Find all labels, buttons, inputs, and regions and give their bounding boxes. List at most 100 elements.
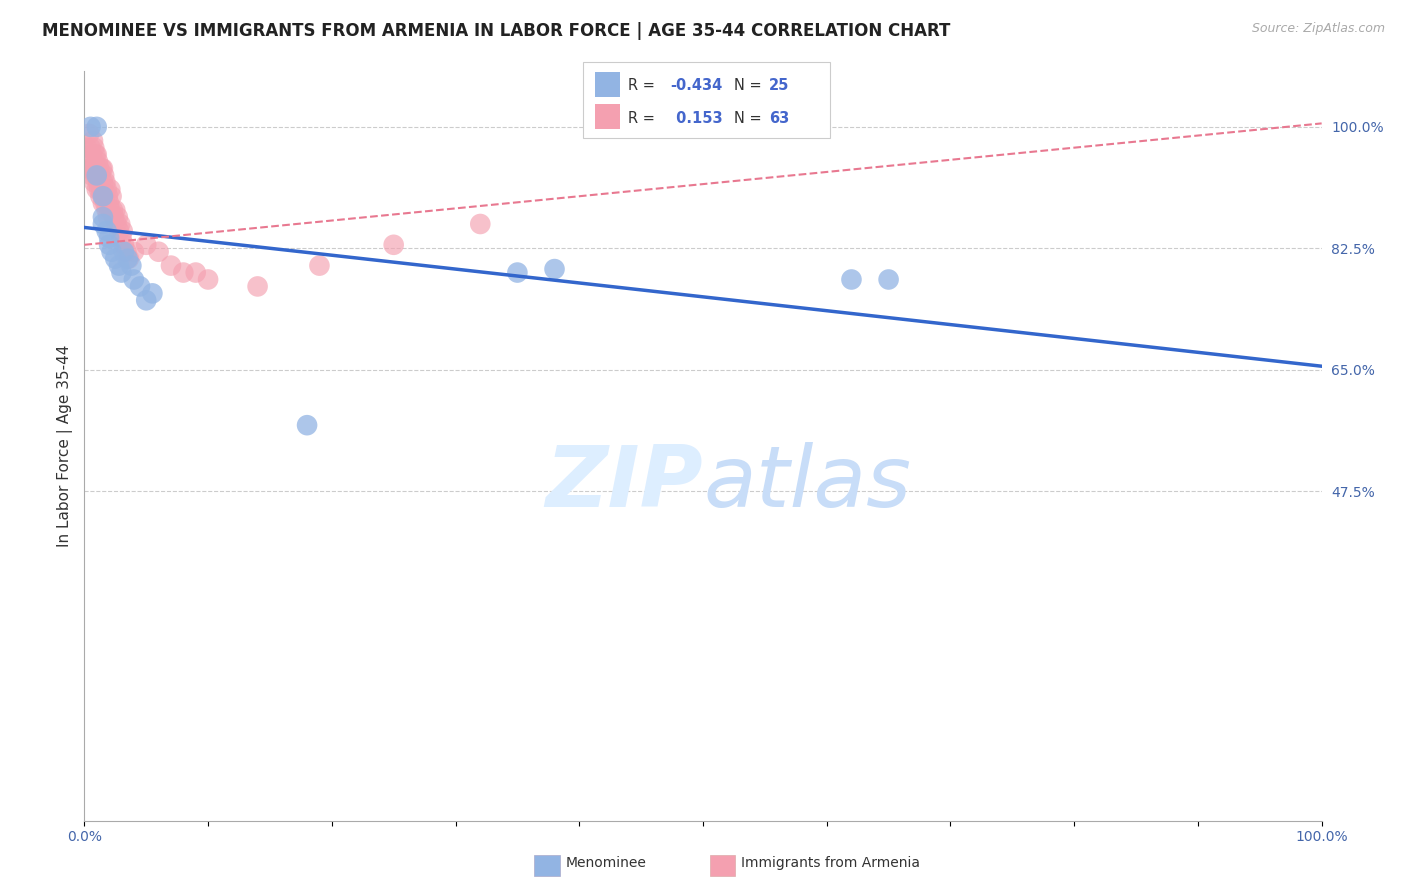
Point [98,231,121,245]
Point [80,147,103,161]
Point [470,217,492,231]
Point [84,147,107,161]
Point [100,189,122,203]
Point [87,175,110,189]
Point [96,203,118,218]
Text: ZIP: ZIP [546,442,703,525]
Point [141,286,163,301]
Point [543,262,565,277]
Point [86,182,108,196]
Text: N =: N = [734,78,766,94]
Point [94,196,117,211]
Point [160,259,183,273]
Text: Source: ZipAtlas.com: Source: ZipAtlas.com [1251,22,1385,36]
Point [506,266,529,280]
Point [172,266,194,280]
Point [122,244,145,259]
Point [91,189,114,203]
Point [80,169,103,183]
Point [89,182,111,196]
Point [148,244,170,259]
Point [98,196,121,211]
Point [82,134,104,148]
Point [96,224,118,238]
Point [105,217,128,231]
Point [197,272,219,286]
Point [90,161,112,176]
Point [110,217,132,231]
Point [97,189,120,203]
Point [91,210,114,224]
Point [104,252,127,266]
Point [103,210,125,224]
Point [112,237,135,252]
Point [841,272,863,286]
Point [382,237,405,252]
Y-axis label: In Labor Force | Age 35-44: In Labor Force | Age 35-44 [58,345,73,547]
Point [117,252,139,266]
Point [89,169,111,183]
Point [122,272,145,286]
Point [79,141,101,155]
Point [118,252,141,266]
Point [111,224,134,238]
Point [295,418,318,433]
Text: Immigrants from Armenia: Immigrants from Armenia [741,855,920,870]
Point [84,169,107,183]
Point [110,231,132,245]
Point [96,182,118,196]
Point [93,189,115,203]
Point [91,196,114,211]
Point [89,189,111,203]
Text: -0.434: -0.434 [671,78,723,94]
Point [83,175,105,189]
Point [877,272,900,286]
Text: Menominee: Menominee [565,855,647,870]
Point [120,259,142,273]
Point [76,141,98,155]
Text: R =: R = [628,111,659,126]
Point [82,161,104,176]
Point [308,259,330,273]
Point [104,203,127,218]
Point [87,154,110,169]
Point [91,161,114,176]
Point [184,266,207,280]
Point [91,175,114,189]
Text: atlas: atlas [703,442,911,525]
Point [93,169,115,183]
Point [91,217,114,231]
Text: MENOMINEE VS IMMIGRANTS FROM ARMENIA IN LABOR FORCE | AGE 35-44 CORRELATION CHAR: MENOMINEE VS IMMIGRANTS FROM ARMENIA IN … [42,22,950,40]
Point [83,141,105,155]
Point [79,120,101,134]
Point [107,210,129,224]
Point [98,237,121,252]
Point [135,293,157,308]
Text: R =: R = [628,78,659,94]
Point [108,224,131,238]
Point [94,175,117,189]
Point [77,161,100,176]
Point [112,244,135,259]
Point [98,182,121,196]
Point [86,169,108,183]
Point [90,182,112,196]
Point [135,237,157,252]
Text: N =: N = [734,111,766,126]
Point [89,161,111,176]
Point [246,279,269,293]
Point [86,120,108,134]
Point [97,210,120,224]
Point [129,279,152,293]
Point [79,161,101,176]
Text: 0.153: 0.153 [671,111,723,126]
Text: 25: 25 [769,78,789,94]
Point [101,203,124,218]
Point [83,154,105,169]
Point [100,244,122,259]
Point [108,259,131,273]
Point [110,266,132,280]
Point [86,161,108,176]
Text: 63: 63 [769,111,789,126]
Point [98,203,121,218]
